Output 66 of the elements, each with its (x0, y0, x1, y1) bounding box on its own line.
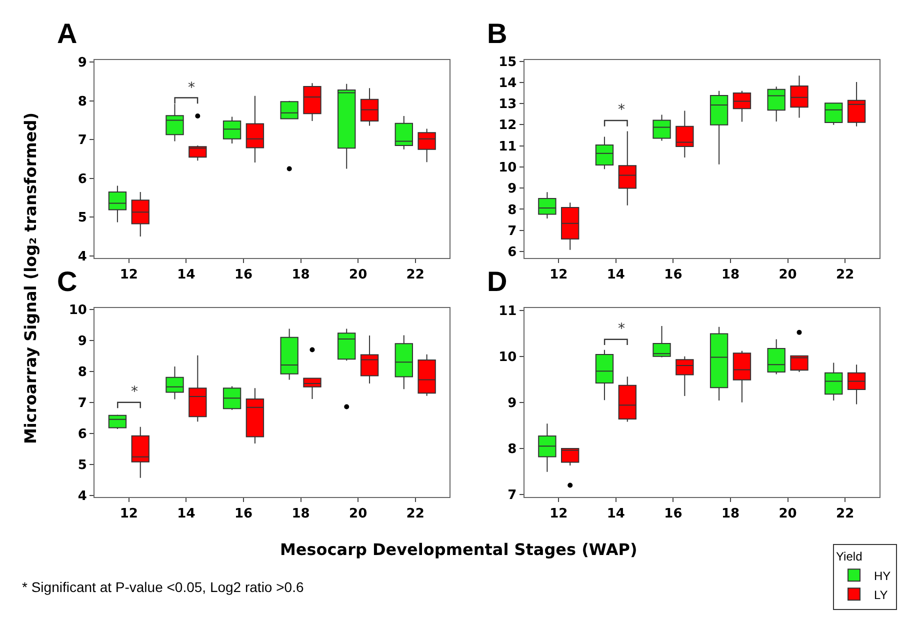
annotation: * (618, 321, 625, 337)
legend-label: LY (874, 588, 888, 602)
y-tick-label: 6 (78, 172, 87, 187)
y-axis-title: Microarray Signal (log₂ transformed) (21, 112, 40, 444)
chart-title: A (57, 18, 78, 49)
x-tick-label: 22 (836, 267, 854, 282)
y-tick-label: 9 (78, 56, 87, 71)
x-tick-label: 12 (120, 506, 138, 522)
y-tick-label: 7 (78, 396, 87, 411)
legend-title: Yield (836, 550, 862, 564)
y-tick-label: 6 (508, 245, 517, 260)
y-tick-label: 5 (78, 210, 87, 226)
x-tick-label: 18 (721, 506, 740, 522)
x-tick-label: 18 (721, 267, 740, 282)
x-axis-title: Mesocarp Developmental Stages (WAP) (280, 540, 638, 559)
y-tick-label: 12 (498, 118, 517, 134)
y-tick-label: 4 (78, 249, 87, 264)
annotation: * (188, 80, 195, 96)
y-tick-label: 4 (78, 488, 87, 504)
x-tick-label: 12 (550, 506, 568, 522)
x-tick-label: 14 (606, 267, 625, 282)
y-tick-label: 7 (78, 133, 87, 148)
y-tick-label: 14 (498, 76, 517, 91)
x-tick-label: 20 (778, 506, 797, 522)
y-tick-label: 8 (508, 442, 517, 457)
y-tick-label: 10 (68, 303, 87, 318)
x-tick-label: 14 (177, 267, 196, 282)
y-tick-label: 10 (498, 350, 517, 365)
x-tick-label: 18 (292, 506, 310, 522)
x-tick-label: 16 (664, 506, 682, 522)
x-tick-label: 14 (177, 506, 196, 522)
x-tick-label: 18 (292, 267, 310, 282)
y-tick-label: 11 (498, 139, 517, 154)
x-tick-label: 16 (234, 506, 253, 522)
x-tick-label: 20 (778, 267, 797, 282)
x-tick-label: 12 (550, 267, 568, 282)
y-tick-label: 9 (78, 334, 87, 350)
x-tick-label: 22 (836, 506, 854, 522)
x-tick-label: 12 (120, 267, 138, 282)
y-tick-label: 11 (498, 304, 517, 319)
y-tick-label: 6 (78, 426, 87, 442)
y-tick-label: 8 (78, 365, 87, 380)
x-tick-label: 20 (349, 506, 368, 522)
annotation: * (131, 384, 138, 400)
legend-label: HY (874, 568, 891, 583)
y-tick-label: 15 (498, 54, 517, 70)
x-tick-label: 16 (234, 267, 253, 282)
y-tick-label: 9 (508, 182, 517, 197)
annotation: * (618, 102, 625, 118)
y-tick-label: 13 (498, 97, 517, 112)
x-tick-label: 22 (406, 506, 424, 522)
chart-title: B (487, 18, 508, 49)
y-tick-label: 10 (498, 160, 517, 176)
y-tick-label: 7 (508, 488, 517, 504)
chart-title: D (487, 266, 508, 297)
x-tick-label: 14 (606, 506, 625, 522)
x-tick-label: 22 (406, 267, 424, 282)
chart-title: C (57, 266, 78, 297)
y-tick-label: 5 (78, 458, 87, 473)
x-tick-label: 20 (349, 267, 368, 282)
y-tick-label: 8 (508, 202, 517, 218)
x-tick-label: 16 (664, 267, 682, 282)
y-tick-label: 8 (78, 94, 87, 110)
y-tick-label: 9 (508, 396, 517, 411)
text: * Significant at P-value <0.05, Log2 ratio >0.6 (22, 579, 304, 595)
y-tick-label: 7 (508, 224, 517, 239)
